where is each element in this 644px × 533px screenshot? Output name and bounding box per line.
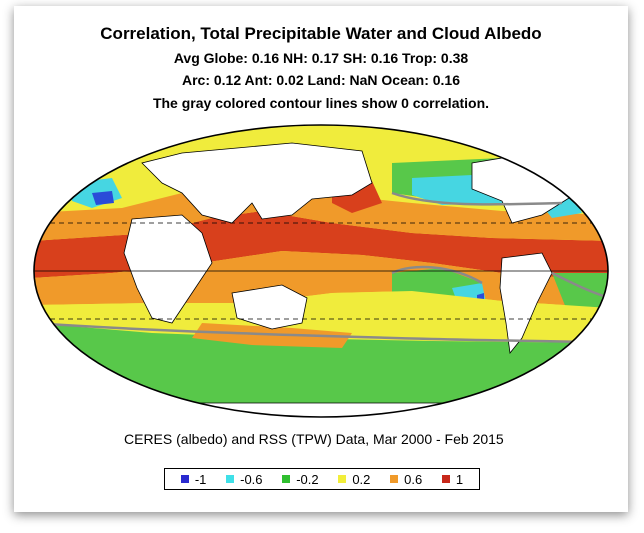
legend-item: 0.6 (390, 472, 422, 487)
legend-item: 0.2 (338, 472, 370, 487)
color-legend: -1 -0.6 -0.2 0.2 0.6 1 (164, 468, 480, 490)
legend-item: -0.2 (282, 471, 319, 487)
legend-item: -0.6 (226, 471, 263, 487)
legend-swatch (338, 475, 347, 483)
legend-swatch (282, 475, 291, 483)
legend-swatch (441, 475, 450, 483)
legend-label: 0.6 (404, 471, 423, 487)
legend-swatch (390, 475, 399, 483)
legend-item: 1 (441, 471, 464, 487)
legend-item: -1 (180, 471, 207, 487)
contour-note: The gray colored contour lines show 0 co… (152, 95, 490, 111)
stats-line-1: Avg Globe: 0.16 NH: 0.17 SH: 0.16 Trop: … (173, 50, 469, 66)
legend-label: -1 (194, 471, 207, 487)
legend-label: 0.2 (352, 471, 371, 487)
figure-title: Correlation, Total Precipitable Water an… (100, 24, 542, 43)
stats-line-2: Arc: 0.12 Ant: 0.02 Land: NaN Ocean: 0.1… (181, 72, 461, 88)
legend-swatch (180, 475, 189, 483)
land-masses (34, 140, 608, 417)
data-source-caption: CERES (albedo) and RSS (TPW) Data, Mar 2… (124, 431, 504, 447)
world-correlation-map (33, 124, 609, 418)
legend-label: -0.6 (240, 471, 263, 487)
legend-label: 1 (455, 471, 464, 487)
legend-label: -0.2 (296, 471, 319, 487)
legend-swatch (226, 475, 235, 483)
figure-card: Correlation, Total Precipitable Water an… (14, 6, 628, 512)
